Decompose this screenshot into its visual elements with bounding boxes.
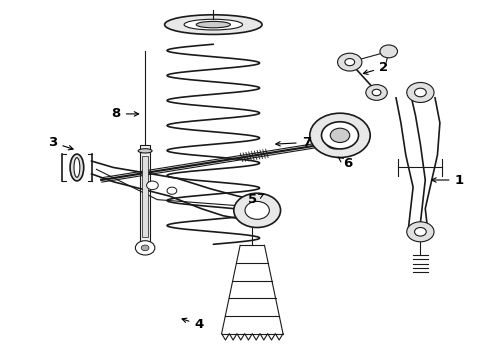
- Circle shape: [407, 82, 434, 103]
- Circle shape: [380, 45, 397, 58]
- Circle shape: [234, 193, 281, 228]
- Circle shape: [366, 85, 387, 100]
- Ellipse shape: [138, 149, 152, 153]
- Text: 2: 2: [364, 61, 388, 74]
- Circle shape: [245, 202, 270, 219]
- Circle shape: [345, 59, 355, 66]
- Circle shape: [141, 245, 149, 251]
- Text: 4: 4: [182, 318, 203, 331]
- Text: 6: 6: [338, 157, 352, 170]
- Ellipse shape: [196, 21, 230, 28]
- Ellipse shape: [184, 19, 243, 30]
- Circle shape: [147, 181, 158, 190]
- Circle shape: [321, 122, 359, 149]
- Circle shape: [372, 89, 381, 96]
- Circle shape: [167, 187, 177, 194]
- Ellipse shape: [70, 154, 84, 181]
- Text: 8: 8: [112, 107, 139, 120]
- Text: 5: 5: [248, 193, 263, 206]
- Circle shape: [338, 53, 362, 71]
- Text: 1: 1: [432, 174, 464, 186]
- Circle shape: [135, 241, 155, 255]
- Circle shape: [415, 228, 426, 236]
- Circle shape: [407, 222, 434, 242]
- Text: 7: 7: [276, 136, 311, 149]
- Circle shape: [330, 128, 350, 143]
- Circle shape: [310, 113, 370, 157]
- Bar: [142, 156, 148, 237]
- Circle shape: [415, 88, 426, 97]
- Text: 3: 3: [48, 136, 73, 150]
- Circle shape: [326, 136, 344, 149]
- Ellipse shape: [74, 158, 80, 177]
- Bar: [140, 145, 150, 241]
- Ellipse shape: [165, 15, 262, 35]
